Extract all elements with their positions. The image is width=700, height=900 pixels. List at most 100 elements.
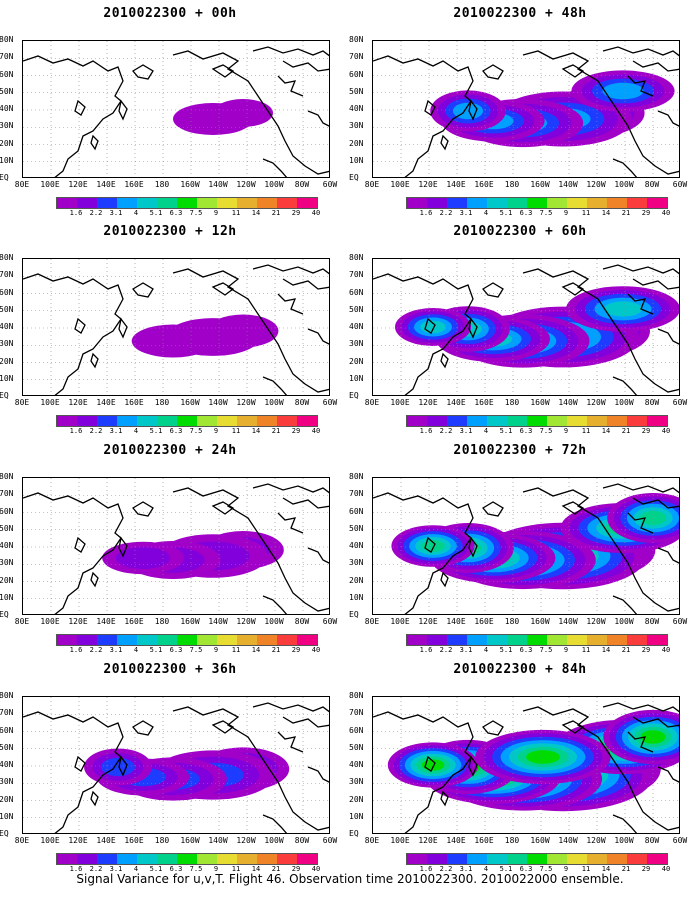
lat-tick-label: 40N: [0, 104, 14, 113]
lat-tick-label: 10N: [349, 592, 364, 602]
lon-tick-label: 160E: [124, 180, 144, 189]
coastline: [657, 766, 679, 783]
colorbar-label: 11: [581, 646, 591, 654]
colorbar-label: 21: [271, 209, 281, 217]
coastline: [307, 547, 329, 564]
colorbar-swatch: [587, 854, 607, 864]
colorbar-swatch: [117, 635, 137, 645]
coastline: [424, 755, 436, 772]
coastline: [424, 536, 436, 553]
coastline: [612, 595, 638, 614]
colorbar-swatch: [607, 416, 627, 426]
colorbar-label: 4: [133, 646, 139, 654]
map-panel: 2010022300 + 60h 80N 70N 60N 50N 40N 30N 20N 10N…: [349, 218, 690, 438]
lat-tick-label: 30N: [0, 339, 14, 349]
colorbar-swatch: [467, 416, 487, 426]
lat-tick-label: EQ: [349, 610, 359, 619]
colorbar-label: 4: [483, 427, 489, 435]
colorbar-swatch: [567, 416, 587, 426]
lon-tick-label: 80E: [14, 398, 30, 407]
colorbar: [406, 634, 668, 646]
lon-tick-label: 140W: [208, 617, 228, 626]
colorbar-swatch: [647, 635, 667, 645]
colorbar-swatch: [77, 854, 97, 864]
lon-tick-label: 80W: [644, 180, 660, 189]
coastline: [132, 720, 154, 736]
coastline: [74, 536, 86, 553]
coastline: [252, 483, 329, 494]
lon-tick-label: 80E: [14, 836, 30, 845]
lat-tick-label: 30N: [0, 777, 14, 787]
lon-tick-label: 60W: [672, 617, 688, 626]
lat-tick-label: 50N: [349, 742, 364, 752]
colorbar-label: 7.5: [189, 209, 203, 217]
colorbar-label: 3.1: [459, 865, 473, 873]
lat-tick-label: 50N: [0, 523, 14, 533]
lon-tick-label: 120W: [236, 180, 256, 189]
lon-tick-label: 180: [504, 836, 520, 845]
colorbar-label: 11: [581, 865, 591, 873]
colorbar-swatch: [607, 198, 627, 208]
colorbar-swatch: [467, 635, 487, 645]
colorbar-swatch: [57, 854, 77, 864]
colorbar-swatch: [647, 854, 667, 864]
colorbar-swatch: [257, 198, 277, 208]
colorbar-label: 29: [291, 646, 301, 654]
coastline: [657, 547, 679, 564]
coastline: [118, 317, 128, 339]
colorbar-label: 29: [291, 427, 301, 435]
lat-tick-label: 60N: [0, 69, 14, 79]
colorbar-label: 29: [641, 646, 651, 654]
panel-title: 2010022300 + 84h: [453, 662, 587, 677]
panel-title: 2010022300 + 12h: [103, 224, 237, 239]
coastline: [74, 317, 86, 334]
colorbar-label: 6.3: [519, 865, 533, 873]
colorbar-label: 11: [581, 209, 591, 217]
colorbar-swatch: [177, 416, 197, 426]
panel-title: 2010022300 + 60h: [453, 224, 587, 239]
lat-tick-label: 30N: [0, 558, 14, 568]
lat-tick-label: EQ: [349, 391, 359, 400]
colorbar-label: 14: [601, 646, 611, 654]
colorbar-swatch: [527, 854, 547, 864]
lon-tick-label: 60W: [322, 398, 338, 407]
coastline: [632, 60, 679, 72]
colorbar-label: 1.6: [419, 865, 433, 873]
lon-tick-label: 160E: [474, 180, 494, 189]
lat-tick-label: 40N: [349, 760, 364, 769]
colorbar-label: 21: [621, 209, 631, 217]
lon-tick-label: 140E: [96, 180, 116, 189]
coastline: [252, 702, 329, 713]
coastline: [277, 293, 304, 315]
coastline: [468, 536, 478, 558]
colorbar-swatch: [137, 416, 157, 426]
colorbar-swatch: [197, 416, 217, 426]
coastline: [172, 706, 329, 831]
variance-contour: [173, 103, 253, 135]
variance-contour: [115, 547, 171, 569]
lon-tick-label: 120W: [586, 617, 606, 626]
colorbar-label: 40: [661, 427, 671, 435]
coastline: [440, 790, 449, 807]
colorbar-label: 14: [251, 646, 261, 654]
coastline: [373, 492, 474, 614]
colorbar-label: 9: [563, 646, 569, 654]
variance-map: [22, 40, 330, 178]
variance-map: [22, 696, 330, 834]
colorbar-label: 5.1: [499, 646, 513, 654]
coastline: [561, 720, 585, 734]
colorbar-label: 6.3: [169, 427, 183, 435]
colorbar-swatch: [297, 635, 317, 645]
lat-tick-label: EQ: [0, 173, 9, 182]
coastline: [632, 497, 679, 509]
colorbar-label: 1.6: [69, 646, 83, 654]
colorbar-swatch: [137, 854, 157, 864]
lon-tick-label: 180: [504, 180, 520, 189]
colorbar-label: 14: [251, 865, 261, 873]
colorbar-label: 7.5: [539, 209, 553, 217]
lon-tick-label: 120W: [586, 398, 606, 407]
colorbar-label: 5.1: [149, 865, 163, 873]
lon-tick-label: 160E: [474, 836, 494, 845]
lat-tick-label: 70N: [349, 708, 364, 718]
coastline: [262, 814, 288, 833]
